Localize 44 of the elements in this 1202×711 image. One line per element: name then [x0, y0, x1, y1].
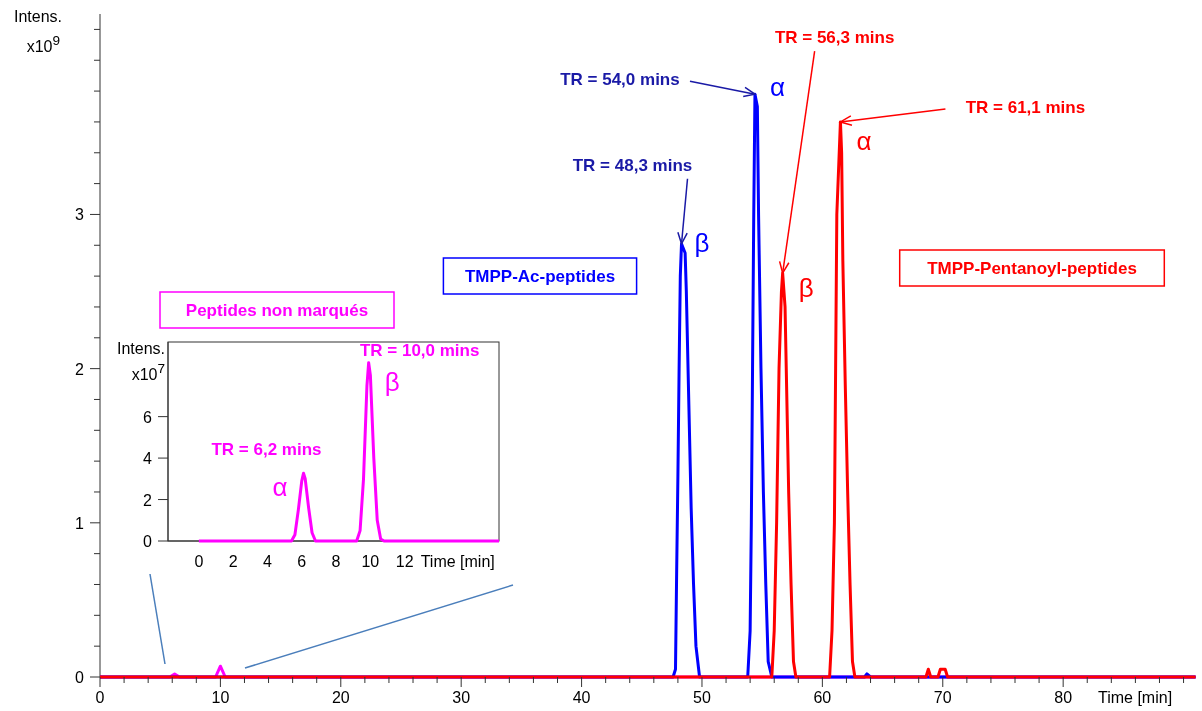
annotation: α: [856, 125, 872, 156]
x-tick-label: 2: [228, 553, 238, 570]
x-tick-label: 0: [194, 553, 204, 570]
line-series: [197, 361, 501, 543]
x-tick-label: 20: [331, 689, 350, 706]
x-tick-label: 8: [331, 553, 341, 570]
annotation: TR = 54,0 mins: [560, 70, 680, 90]
x-tick-label: 70: [933, 689, 952, 706]
x-axis-title: Time [min]: [420, 553, 495, 570]
x-tick-label: 50: [693, 689, 711, 706]
text: TMPP-Ac-peptides: [464, 267, 616, 286]
x-tick-label: 30: [452, 689, 471, 706]
annotation: TR = 6,2 mins: [211, 440, 322, 460]
annotation: TR = 56,3 mins: [774, 28, 895, 48]
annotation: TR = 10,0 mins: [359, 340, 480, 360]
annotation: α: [272, 472, 288, 503]
text: TMPP-Pentanoyl-peptides: [927, 259, 1137, 278]
x-tick-label: 60: [813, 689, 832, 706]
x-tick-label: 80: [1054, 689, 1073, 706]
x-tick-label: 0: [95, 689, 105, 706]
y-tick-label: 0: [75, 669, 85, 686]
annotation: TR = 48,3 mins: [572, 155, 693, 175]
y-tick-label: 2: [143, 491, 153, 509]
annotation: β: [384, 366, 400, 397]
x-axis-title: Time [min]: [1098, 689, 1173, 706]
y-axis-title: Intens. x10$^{7}$: [116, 340, 165, 383]
y-tick-label: 2: [75, 360, 85, 378]
annotation: β: [798, 273, 814, 304]
y-tick-label: 6: [143, 408, 153, 426]
annotation: TR = 61,1 mins: [965, 97, 1086, 117]
y-tick-label: 3: [75, 206, 85, 224]
y-tick-label: 4: [143, 450, 153, 468]
y-tick-label: 0: [143, 533, 153, 550]
annotation: α: [769, 72, 785, 103]
y-axis-title: Intens. x10$^{9}$: [13, 8, 62, 55]
text: Peptides non marqués: [185, 301, 369, 320]
x-tick-label: 4: [263, 553, 273, 570]
x-tick-label: 12: [395, 553, 414, 570]
x-tick-label: 6: [297, 553, 307, 570]
x-tick-label: 10: [211, 689, 230, 706]
y-tick-label: 1: [75, 514, 85, 532]
annotation: β: [694, 227, 710, 258]
x-tick-label: 10: [361, 553, 380, 570]
x-tick-label: 40: [572, 689, 591, 706]
